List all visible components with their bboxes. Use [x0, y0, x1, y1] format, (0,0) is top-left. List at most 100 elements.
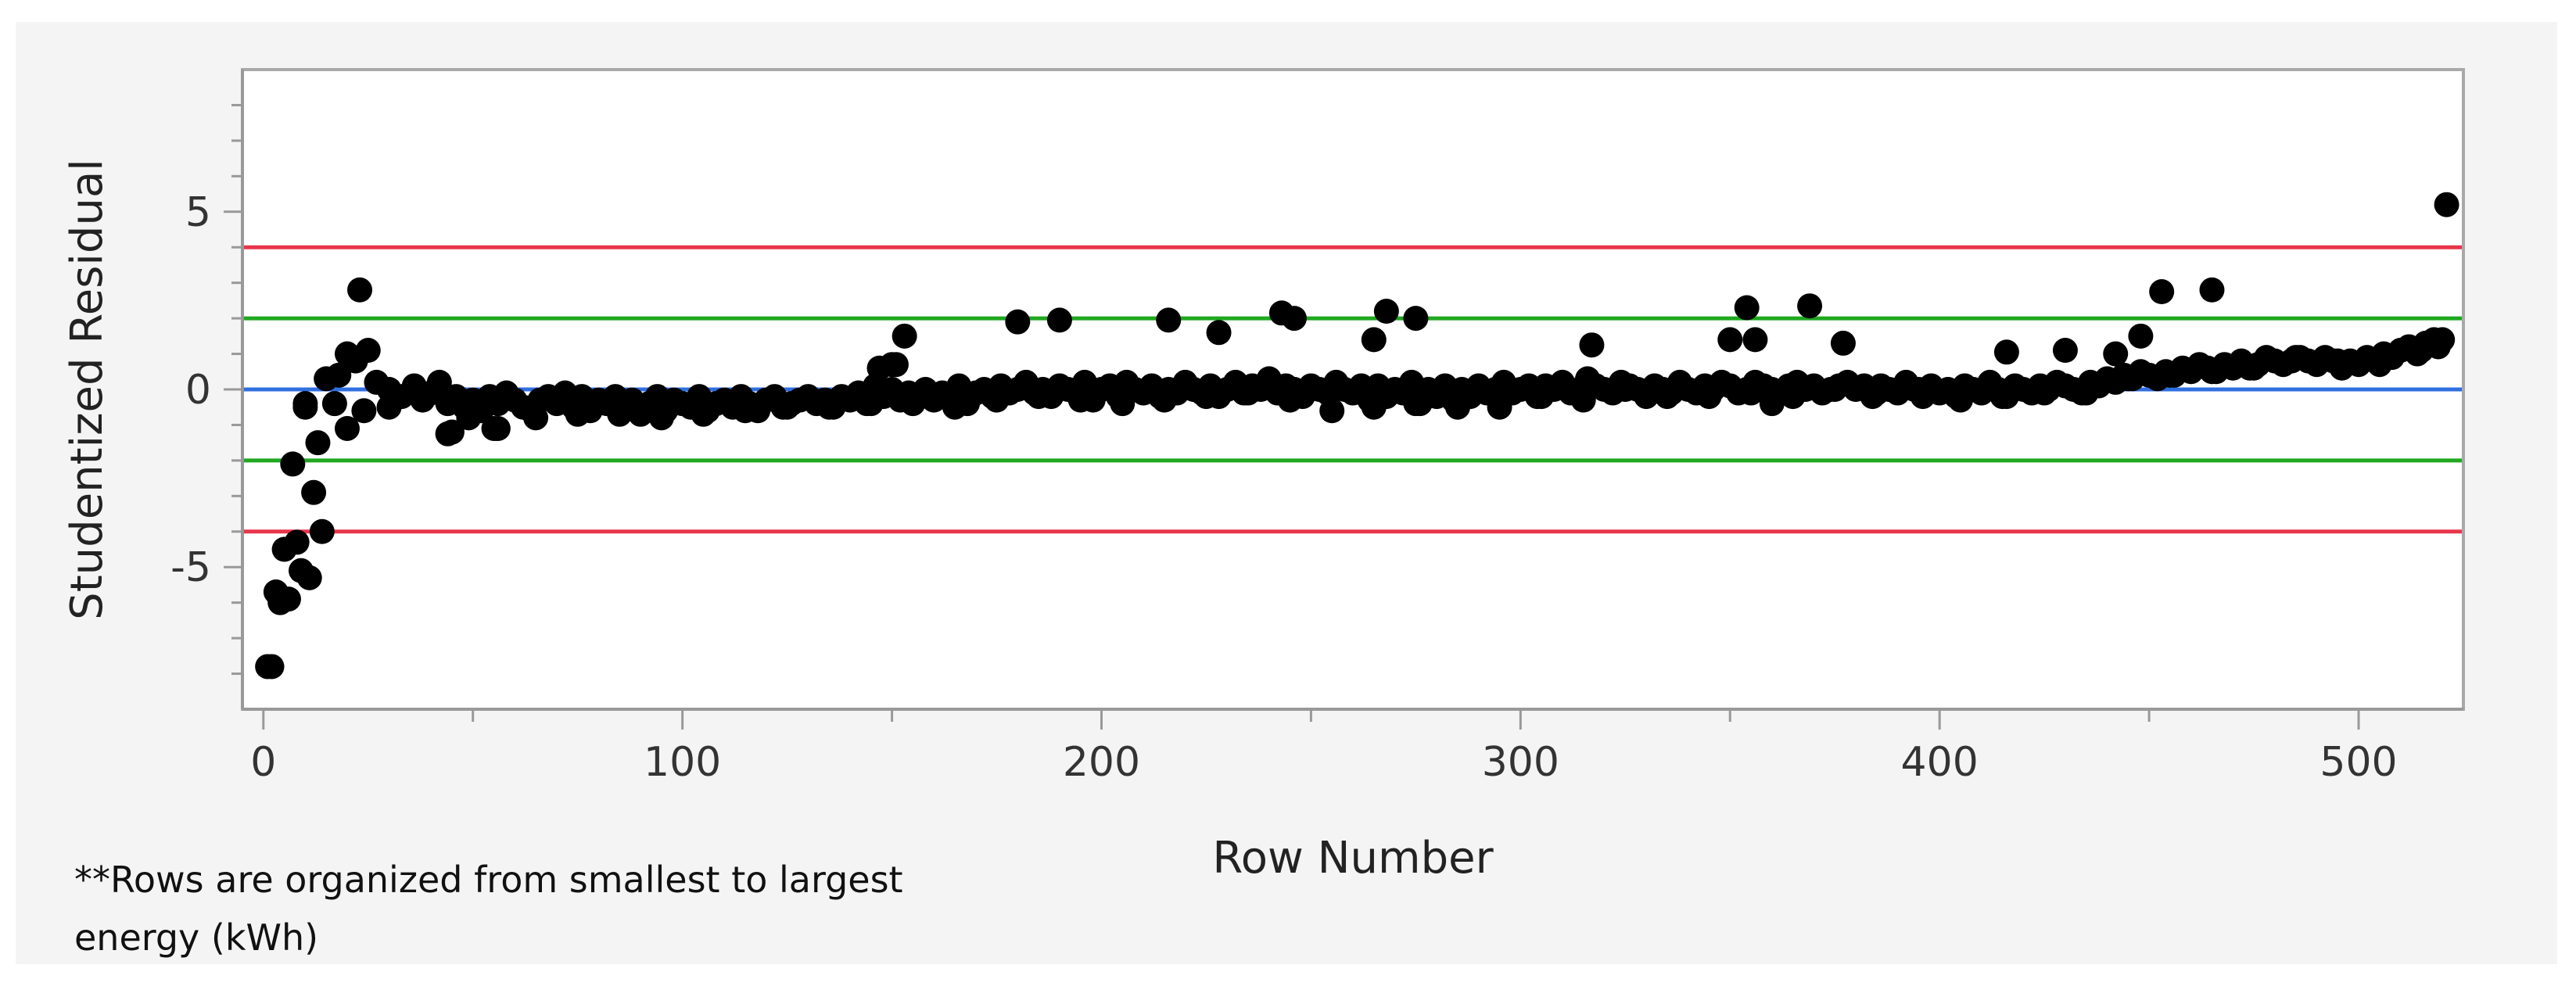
x-tick-label: 400 — [1901, 739, 1979, 786]
data-point — [305, 430, 331, 456]
data-point — [2430, 327, 2456, 353]
data-point — [1797, 293, 1823, 319]
data-point — [1151, 387, 1177, 413]
data-point — [1206, 320, 1232, 346]
data-point — [2434, 192, 2459, 217]
data-point — [892, 323, 917, 349]
y-axis: -5 0 5 — [170, 70, 244, 709]
data-point — [2325, 348, 2351, 374]
data-point — [2241, 355, 2267, 381]
data-point — [292, 391, 318, 417]
data-point — [1067, 387, 1093, 413]
x-axis: 0 100 200 300 400 500 — [242, 708, 2463, 786]
data-point — [1864, 380, 1889, 406]
data-point — [1281, 306, 1307, 332]
y-axis-title: Studentized Residual — [62, 159, 113, 620]
data-point — [334, 415, 360, 441]
data-point — [1403, 391, 1429, 417]
data-point — [1759, 391, 1785, 417]
data-point — [2199, 359, 2225, 385]
data-point — [1046, 307, 1072, 333]
data-point — [2115, 366, 2141, 392]
data-point — [435, 421, 461, 446]
data-point — [2409, 338, 2434, 364]
data-point — [1993, 339, 2019, 365]
data-point — [2052, 338, 2078, 364]
data-point — [1613, 377, 1638, 402]
data-point — [2103, 341, 2129, 367]
data-point — [1277, 387, 1303, 413]
data-point — [1654, 384, 1680, 410]
data-point — [1110, 391, 1136, 417]
data-point — [1361, 394, 1387, 420]
data-point — [1734, 295, 1760, 321]
data-point — [1717, 327, 1743, 353]
x-tick-label: 300 — [1482, 739, 1559, 786]
data-point — [1444, 394, 1470, 420]
data-point — [2149, 279, 2175, 305]
data-point — [1570, 387, 1596, 413]
data-point — [376, 394, 402, 420]
data-point — [816, 394, 842, 420]
x-tick-label: 200 — [1063, 739, 1140, 786]
data-point — [301, 479, 327, 505]
data-point — [309, 518, 335, 544]
data-point — [1742, 327, 1768, 353]
data-point — [1696, 384, 1722, 410]
data-point — [883, 352, 909, 378]
data-point — [284, 529, 310, 555]
data-point — [1373, 299, 1399, 325]
data-point — [355, 338, 381, 364]
data-point — [326, 362, 352, 388]
footnote: **Rows are organized from smallest to la… — [74, 859, 903, 959]
data-point — [523, 405, 549, 431]
data-point — [259, 654, 285, 680]
data-point — [942, 394, 967, 420]
data-point — [1156, 307, 1182, 333]
data-point — [1947, 387, 1973, 413]
data-point — [774, 394, 800, 420]
data-point — [275, 586, 301, 612]
chart-panel: -5 0 5 0 100 200 300 400 500 Studentized Residu… — [16, 22, 2557, 964]
x-axis-title: Row Number — [1212, 833, 1494, 884]
data-point — [2128, 323, 2154, 349]
data-point — [2073, 380, 2099, 406]
data-points — [255, 192, 2459, 680]
data-point — [426, 369, 452, 395]
data-point — [347, 277, 373, 303]
x-tick-label: 0 — [250, 739, 276, 786]
data-point — [321, 391, 347, 417]
data-point — [1906, 377, 1932, 402]
data-point — [280, 451, 306, 477]
x-tick-label: 100 — [644, 739, 721, 786]
data-point — [1579, 332, 1605, 358]
data-point — [1830, 330, 1856, 356]
data-point — [607, 401, 633, 427]
data-point — [1319, 398, 1345, 424]
data-point — [1361, 327, 1387, 353]
data-point — [456, 405, 482, 431]
data-point — [1822, 377, 1848, 402]
y-tick-label: -5 — [170, 544, 211, 591]
data-point — [2032, 380, 2058, 406]
data-point — [1989, 384, 2015, 410]
data-point — [858, 391, 884, 417]
data-point — [1236, 380, 1261, 406]
residual-plot: -505 0 100 200 300 400 500 Studentized Residu… — [62, 68, 2465, 884]
y-tick-label: 0 — [185, 367, 211, 414]
data-point — [296, 565, 322, 590]
data-point — [485, 415, 511, 441]
data-point — [1529, 384, 1555, 410]
x-tick-label: 500 — [2319, 739, 2397, 786]
data-point — [900, 391, 926, 417]
data-point — [691, 401, 716, 427]
y-tick-label: 5 — [185, 189, 211, 236]
data-point — [1780, 384, 1806, 410]
data-point — [565, 401, 590, 427]
data-point — [1193, 384, 1219, 410]
data-point — [733, 398, 759, 424]
data-point — [1403, 306, 1429, 332]
data-point — [2366, 352, 2392, 378]
data-point — [351, 398, 377, 424]
data-point — [2283, 345, 2309, 371]
